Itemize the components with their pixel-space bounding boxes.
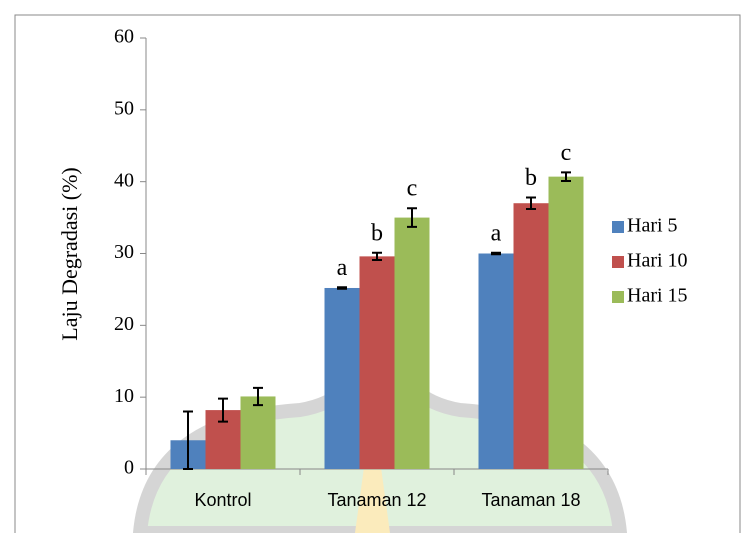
bar <box>514 203 549 469</box>
legend-swatch <box>612 291 624 303</box>
bar <box>325 288 360 469</box>
legend-swatch <box>612 221 624 233</box>
legend-label: Hari 10 <box>627 250 688 272</box>
y-tick-label: 20 <box>114 313 134 335</box>
x-tick-label: Kontrol <box>194 490 251 510</box>
annotation: b <box>371 220 383 246</box>
y-axis-label: Laju Degradasi (%) <box>57 167 82 340</box>
legend-swatch <box>612 256 624 268</box>
y-tick-label: 0 <box>124 457 134 479</box>
bar <box>479 254 514 470</box>
bar <box>241 396 276 469</box>
y-tick-label: 40 <box>114 169 134 191</box>
chart: Laju Degradasi (%) 0 10 20 30 40 50 60 Kontrol T… <box>0 0 754 533</box>
y-tick-label: 50 <box>114 97 134 119</box>
error-bar <box>491 253 501 254</box>
annotation: a <box>337 255 348 281</box>
y-tick-label: 10 <box>114 385 134 407</box>
y-tick-label: 30 <box>114 241 134 263</box>
annotation: c <box>407 176 418 202</box>
annotation: c <box>561 140 572 166</box>
y-tick-label: 60 <box>114 26 134 48</box>
legend-label: Hari 5 <box>627 215 678 237</box>
annotation: a <box>491 220 502 246</box>
bar <box>395 218 430 469</box>
bar <box>360 256 395 469</box>
bar <box>549 177 584 469</box>
error-bar <box>337 287 347 288</box>
annotation: b <box>525 165 537 191</box>
x-tick-label: Tanaman 12 <box>327 490 426 510</box>
legend-label: Hari 15 <box>627 285 688 307</box>
x-tick-label: Tanaman 18 <box>481 490 580 510</box>
